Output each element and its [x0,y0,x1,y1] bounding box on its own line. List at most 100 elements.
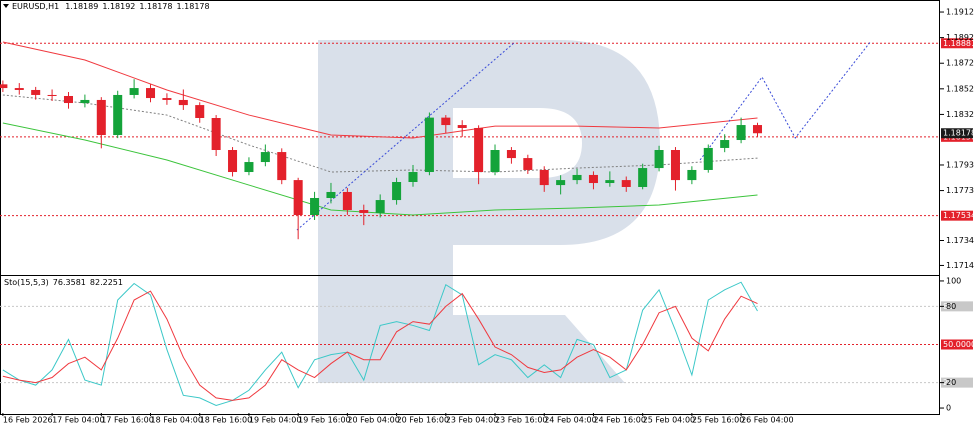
y-tick-label: 1.17930 [946,160,974,169]
candle-body [720,140,730,148]
x-tick-label: 17 Feb 16:00 [101,416,153,425]
y-tick-label: 0 [946,404,951,413]
level-tag-label: 50.0000 [943,340,974,349]
candle-body [129,88,139,95]
x-tick-label: 16 Feb 2026 [3,416,53,425]
symbol-header: EURUSD,H1 1.18189 1.18192 1.18178 1.18178 [12,2,210,11]
candle-body [408,172,418,182]
watermark [318,40,660,383]
current-price-label: 1.18178 [943,129,974,138]
y-tick-label: 1.19125 [946,8,974,17]
level-tag-box [941,339,973,350]
indicator-value: 76.3581 [53,278,86,287]
candle-body [556,180,566,186]
y-tick-label: 1.18925 [946,33,974,42]
candle-body [441,117,451,126]
candle-body [47,94,57,96]
level-tag-label: 1.17534 [943,211,974,220]
candle-body [146,88,156,99]
x-tick-label: 25 Feb 16:00 [692,416,744,425]
candle-body [113,94,123,136]
x-tick-label: 18 Feb 16:00 [200,416,252,425]
candle-body [424,117,434,173]
quote: 1.18189 [65,2,98,11]
y-tick-label: 1.17730 [946,186,974,195]
y-tick-label: 80 [946,302,956,311]
level-tag-box [941,210,973,221]
candle-body [277,152,287,181]
candle-body [605,180,615,184]
y-tick-label: 1.18525 [946,84,974,93]
candle-body [244,162,254,173]
candle-body [228,150,238,173]
level-tag-label: 20 [943,378,953,387]
quote: 1.18178 [139,2,172,11]
menu-triangle [3,4,9,8]
level-tag-label: 80 [943,302,953,311]
candle-body [0,84,8,89]
candle-body [474,127,484,173]
x-tick-label: 23 Feb 04:00 [446,416,498,425]
y-tick-label: 100 [946,276,961,285]
candle-body [490,150,500,173]
candle-body [621,180,631,187]
candle-body [211,118,221,151]
level-tag: 1.18881 [941,38,974,49]
x-tick-label: 23 Feb 16:00 [495,416,547,425]
candle-body [752,125,763,134]
y-tick-label: 1.18725 [946,59,974,68]
candle-body [31,89,41,95]
candle-body [63,95,74,104]
indicator-line [699,41,871,161]
candle-body [359,210,369,213]
x-tick-label: 17 Feb 04:00 [52,416,104,425]
indicator-header: Sto(15,5,3) 76.3581 82.2251 [4,278,123,287]
x-tick-label: 24 Feb 04:00 [544,416,596,425]
candle-body [293,180,303,216]
x-tick-label: 20 Feb 16:00 [397,416,449,425]
candle-body [326,191,336,198]
candle-body [703,147,713,170]
candle-body [457,125,467,128]
level-tag: 50.0000 [941,339,974,350]
y-tick-label: 20 [946,378,956,387]
indicator-value: 82.2251 [90,278,123,287]
indicator-line [2,94,758,173]
plot-frame [0,0,940,415]
level-tag-box [941,301,973,312]
candle-body [670,150,680,181]
quote: 1.18192 [102,2,135,11]
candle-body [178,99,188,106]
candle-body [195,105,205,119]
level-tag-box [941,38,973,49]
candle-body [80,99,90,104]
candle-body [638,168,648,187]
level-tag: 1.17534 [941,210,974,221]
candle-body [539,169,549,186]
indicator-line [2,41,758,139]
indicator-line [296,41,516,231]
candle-body [572,174,582,181]
candle-body [96,99,106,136]
level-tag-box [941,377,973,388]
candle-body [392,182,402,201]
indicator-line [2,122,758,216]
candle-body [506,150,516,159]
candle-body [342,191,352,211]
x-tick-label: 25 Feb 04:00 [643,416,695,425]
level-tag: 80 [941,301,973,312]
candle-body [654,150,664,169]
x-tick-label: 24 Feb 16:00 [593,416,645,425]
level-tag-label: 1.18881 [943,39,974,48]
level-tag: 20 [941,377,973,388]
stochastic-line [2,290,758,401]
candle-body [588,174,598,184]
candle-body [310,197,320,216]
candle-body [523,158,533,170]
candle-body [14,88,24,90]
stochastic-line [2,281,758,407]
indicator-name: Sto(15,5,3) [4,278,49,287]
x-tick-label: 26 Feb 04:00 [741,416,793,425]
candle-body [736,125,746,141]
